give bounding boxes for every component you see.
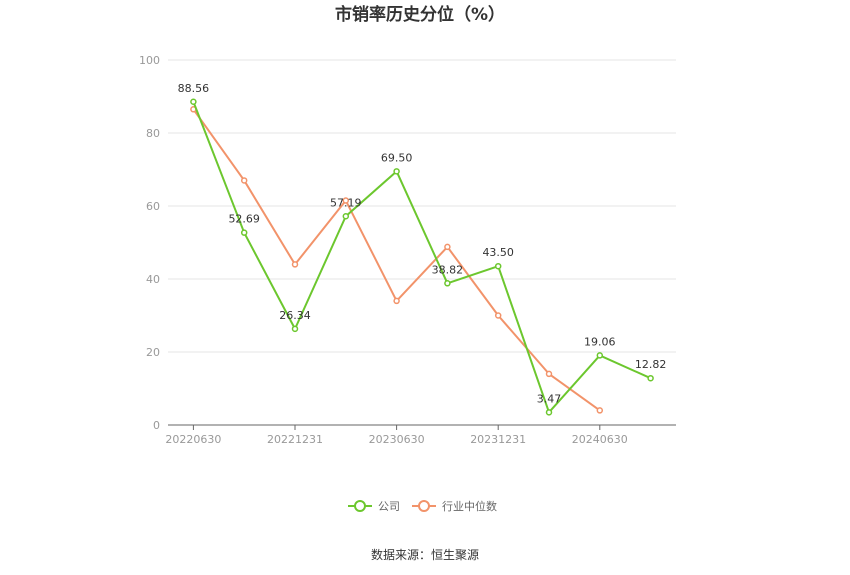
legend-item-company: 公司 [348,500,400,513]
industry-median-point [291,261,299,268]
industry-median-point [545,370,553,378]
legend-item-industry-median: 行业中位数 [412,499,497,513]
data-label: 52.69 [228,213,260,226]
company-point [545,409,553,416]
data-label: 3.47 [537,392,562,405]
y-tick-label: 100 [139,54,160,67]
industry-median-point [342,197,350,204]
company-point [393,168,400,175]
legend-label: 行业中位数 [442,499,497,513]
y-tick-label: 80 [146,127,160,140]
legend-label: 公司 [378,500,400,513]
industry-median-point [596,407,604,414]
legend: 公司 行业中位数 [348,499,497,513]
data-label: 69.50 [381,151,413,164]
company-point [190,98,197,106]
legend-marker [354,500,366,512]
chart-title: 市销率历史分位（%） [335,4,505,25]
x-tick-label: 20230630 [369,433,425,446]
data-label: 12.82 [635,358,667,371]
company-point [342,213,350,220]
data-label: 38.82 [432,263,464,276]
y-tick-label: 60 [146,200,160,213]
x-tick-label: 20220630 [165,433,221,446]
y-tick-label: 20 [146,346,160,359]
industry-median-point [444,243,451,251]
data-labels: 88.56 52.69 26.34 57.19 69.50 38.82 43.50 3.47 1… [178,82,667,406]
data-label: 57.19 [330,196,362,209]
company-point [647,374,654,382]
x-tick-label: 20221231 [267,433,323,446]
series-layer [190,98,654,416]
y-tick-label: 40 [146,273,160,286]
company-point [240,229,248,236]
x-tick-label: 20240630 [572,433,628,446]
industry-median-point [393,297,400,305]
data-label: 43.50 [482,246,514,259]
company-point [494,262,502,270]
industry-median-point [240,177,248,184]
grid-lines [168,59,676,353]
legend-marker [418,500,430,512]
x-tick-label: 20231231 [470,433,526,446]
data-label: 26.34 [279,309,311,322]
industry-median-point [494,312,502,319]
company-series-line [192,101,652,414]
data-source: 数据来源：恒生聚源 [371,547,479,562]
company-point [596,352,604,359]
company-point [444,280,451,287]
axes: 0 20 40 60 80 100 20220630 20221231 20230630 2023… [139,54,676,446]
data-label: 19.06 [584,335,616,348]
y-tick-label: 0 [153,419,160,432]
data-label: 88.56 [178,82,210,95]
company-point [291,325,299,333]
